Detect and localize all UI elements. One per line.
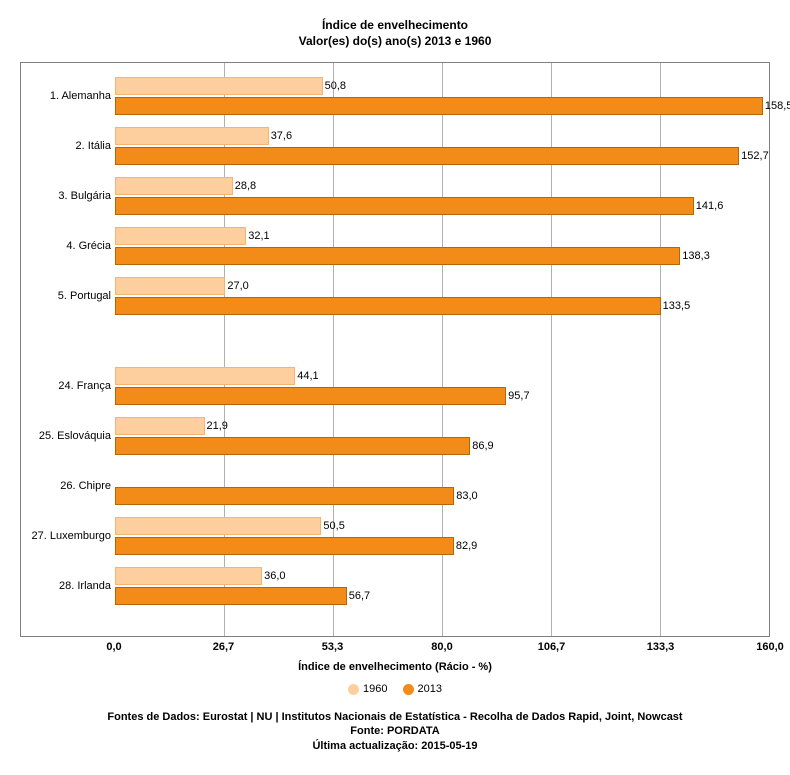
legend-dot-1960 bbox=[348, 684, 359, 695]
bar-value-1960: 36,0 bbox=[261, 570, 285, 582]
bar-1960: 50,5 bbox=[115, 517, 321, 535]
bar-value-2013: 95,7 bbox=[505, 390, 529, 402]
bar-value-1960: 50,5 bbox=[320, 520, 344, 532]
bar-value-1960: 44,1 bbox=[294, 370, 318, 382]
bar-2013: 152,7 bbox=[115, 147, 739, 165]
bar-2013: 86,9 bbox=[115, 437, 470, 455]
bar-pair: 50,5 82,9 bbox=[115, 517, 769, 555]
bar-value-1960: 28,8 bbox=[232, 180, 256, 192]
bar-value-2013: 86,9 bbox=[469, 440, 493, 452]
bar-1960: 32,1 bbox=[115, 227, 246, 245]
category-label: 28. Irlanda bbox=[59, 580, 111, 592]
category-label: 24. França bbox=[58, 380, 111, 392]
category-label: 4. Grécia bbox=[66, 240, 111, 252]
bar-2013: 56,7 bbox=[115, 587, 347, 605]
bar-1960: 44,1 bbox=[115, 367, 295, 385]
bar-pair: 44,1 95,7 bbox=[115, 367, 769, 405]
bar-value-2013: 82,9 bbox=[453, 540, 477, 552]
bar-value-2013: 138,3 bbox=[679, 250, 710, 262]
chart-subtitle: Valor(es) do(s) ano(s) 2013 e 1960 bbox=[20, 34, 770, 48]
category-label: 25. Eslováquia bbox=[39, 430, 111, 442]
bar-value-2013: 133,5 bbox=[660, 300, 691, 312]
bar-pair: 27,0 133,5 bbox=[115, 277, 769, 315]
bar-1960: 36,0 bbox=[115, 567, 262, 585]
x-tick: 160,0 bbox=[756, 641, 784, 653]
bar-value-2013: 83,0 bbox=[453, 490, 477, 502]
bar-value-1960: 21,9 bbox=[204, 420, 228, 432]
x-tick-labels: 0,026,753,380,0106,7133,3160,0 bbox=[114, 641, 770, 655]
bar-value-2013: 56,7 bbox=[346, 590, 370, 602]
bar-value-1960: 27,0 bbox=[224, 280, 248, 292]
category-label: 26. Chipre bbox=[60, 480, 111, 492]
bar-1960: 21,9 bbox=[115, 417, 205, 435]
x-axis-title: Índice de envelhecimento (Rácio - %) bbox=[20, 661, 770, 673]
chart-title: Índice de envelhecimento bbox=[20, 18, 770, 32]
legend-item-2013: 2013 bbox=[403, 683, 442, 695]
bar-2013: 133,5 bbox=[115, 297, 661, 315]
bar-1960: 27,0 bbox=[115, 277, 225, 295]
bar-pair: 50,8 158,5 bbox=[115, 77, 769, 115]
chart-titles: Índice de envelhecimento Valor(es) do(s)… bbox=[20, 18, 770, 48]
bar-1960: 50,8 bbox=[115, 77, 323, 95]
x-tick: 53,3 bbox=[322, 641, 343, 653]
legend-dot-2013 bbox=[403, 684, 414, 695]
category-label: 3. Bulgária bbox=[58, 190, 111, 202]
legend-label-2013: 2013 bbox=[418, 683, 442, 695]
x-tick: 106,7 bbox=[538, 641, 566, 653]
bar-value-1960: 32,1 bbox=[245, 230, 269, 242]
legend-label-1960: 1960 bbox=[363, 683, 387, 695]
bar-1960: 37,6 bbox=[115, 127, 269, 145]
bar-1960: 28,8 bbox=[115, 177, 233, 195]
category-label: 27. Luxemburgo bbox=[32, 530, 112, 542]
bar-2013: 138,3 bbox=[115, 247, 680, 265]
bar-pair: 28,8 141,6 bbox=[115, 177, 769, 215]
bar-value-2013: 158,5 bbox=[762, 100, 790, 112]
bar-pair: 83,0 bbox=[115, 467, 769, 505]
footer-source: Fonte: PORDATA bbox=[20, 724, 770, 739]
bar-pair: 21,9 86,9 bbox=[115, 417, 769, 455]
y-axis-labels: 1. Alemanha 2. Itália 3. Bulgária 4. Grécia… bbox=[21, 63, 115, 636]
bar-value-2013: 141,6 bbox=[693, 200, 724, 212]
footer-sources: Fontes de Dados: Eurostat | NU | Institu… bbox=[20, 710, 770, 725]
bar-2013: 158,5 bbox=[115, 97, 763, 115]
chart-footer: Fontes de Dados: Eurostat | NU | Institu… bbox=[20, 710, 770, 755]
footer-updated: Última actualização: 2015-05-19 bbox=[20, 739, 770, 754]
bar-pair: 37,6 152,7 bbox=[115, 127, 769, 165]
bar-value-1960: 37,6 bbox=[268, 130, 292, 142]
bar-value-2013: 152,7 bbox=[738, 150, 769, 162]
legend-item-1960: 1960 bbox=[348, 683, 387, 695]
x-axis: 0,026,753,380,0106,7133,3160,0 bbox=[20, 641, 770, 655]
bar-pair: 32,1 138,3 bbox=[115, 227, 769, 265]
legend: 1960 2013 bbox=[20, 683, 770, 698]
x-tick: 133,3 bbox=[647, 641, 675, 653]
bar-2013: 82,9 bbox=[115, 537, 454, 555]
bar-2013: 141,6 bbox=[115, 197, 694, 215]
bar-2013: 95,7 bbox=[115, 387, 506, 405]
chart-container: Índice de envelhecimento Valor(es) do(s)… bbox=[0, 0, 790, 754]
category-label: 5. Portugal bbox=[58, 290, 111, 302]
category-label: 1. Alemanha bbox=[50, 90, 111, 102]
x-tick: 0,0 bbox=[106, 641, 121, 653]
bar-pair: 36,0 56,7 bbox=[115, 567, 769, 605]
bars-zone: 50,8 158,5 37,6 152,7 28,8 141,6 32,1 138,3 27,0… bbox=[115, 63, 769, 636]
bar-2013: 83,0 bbox=[115, 487, 454, 505]
category-label: 2. Itália bbox=[76, 140, 111, 152]
x-tick: 26,7 bbox=[213, 641, 234, 653]
bar-value-1960: 50,8 bbox=[322, 80, 346, 92]
x-tick: 80,0 bbox=[431, 641, 452, 653]
plot-area: 1. Alemanha 2. Itália 3. Bulgária 4. Grécia… bbox=[20, 62, 770, 637]
